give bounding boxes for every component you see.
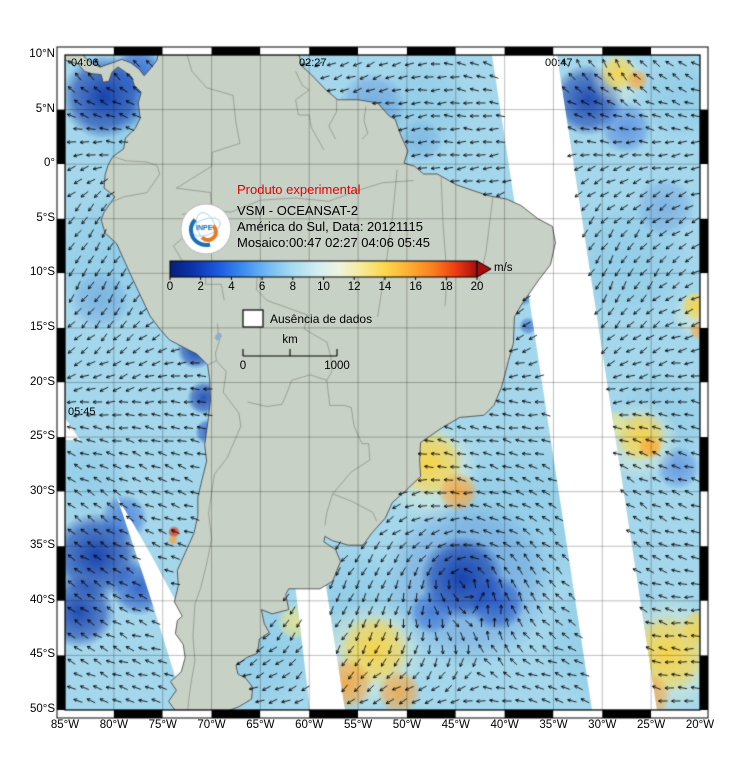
colorbar-tick-label: 20 [470, 281, 484, 293]
experimental-label: Produto experimental [237, 182, 361, 197]
lat-tick-label: 50°S [29, 703, 55, 715]
colorbar-tick-label: 4 [228, 281, 235, 293]
lon-tick-label: 55°W [343, 719, 373, 731]
lon-tick-label: 45°W [441, 719, 470, 731]
lon-tick-label: 30°W [588, 719, 617, 731]
scalebar-start-label: 0 [239, 360, 247, 372]
lat-tick-label: 5°S [36, 211, 55, 224]
lon-tick-label: 50°W [392, 719, 422, 731]
lat-tick-label: 5°N [35, 102, 55, 115]
lon-tick-label: 25°W [637, 719, 666, 731]
lat-tick-label: 10°S [29, 266, 55, 279]
lon-tick-label: 70°W [197, 719, 226, 731]
swath-time-label-0545: 05:45 [68, 406, 96, 418]
lon-tick-label: 80°W [99, 719, 128, 731]
lat-tick-label: 25°S [29, 430, 55, 443]
swath-time-label-0406: 04:06 [71, 57, 99, 69]
colorbar-tick-label: 16 [409, 281, 422, 293]
lon-tick-label: 40°W [490, 719, 519, 731]
lat-tick-label: 30°S [29, 484, 55, 497]
lon-tick-label: 20°W [685, 719, 715, 731]
scalebar-end-label: 1000 [324, 360, 350, 372]
lon-tick-label: 65°W [246, 719, 275, 731]
colorbar-tick-label: 10 [317, 281, 330, 293]
region-date-label: América do Sul, Data: 20121115 [237, 219, 423, 234]
lat-tick-label: 40°S [29, 593, 55, 606]
colorbar-tick-label: 8 [289, 281, 296, 293]
lat-tick-label: 35°S [29, 539, 55, 552]
mosaic-times-label: Mosaico:00:47 02:27 04:06 05:45 [237, 235, 430, 250]
lon-tick-label: 85°W [50, 719, 80, 731]
lon-tick-label: 75°W [148, 719, 177, 731]
swath-time-label-0227: 02:27 [299, 57, 327, 69]
colorbar-tick-label: 14 [378, 281, 392, 293]
lat-tick-label: 0° [44, 157, 55, 170]
scalebar-unit-label: km [282, 334, 298, 346]
product-title-label: VSM - OCEANSAT-2 [237, 203, 359, 218]
lat-tick-label: 20°S [29, 375, 55, 388]
swath-time-label-0047: 00:47 [545, 57, 573, 69]
lat-tick-label: 15°S [29, 320, 55, 333]
colorbar-tick-label: 18 [439, 281, 453, 293]
colorbar-tick-label: 2 [197, 281, 204, 293]
colorbar-tick-label: 12 [347, 281, 361, 293]
lat-tick-label: 10°N [29, 48, 55, 60]
colorbar-unit-label: m/s [494, 262, 513, 274]
lat-tick-label: 45°S [29, 648, 55, 661]
lon-tick-label: 35°W [539, 719, 568, 731]
colorbar-tick-label: 6 [258, 281, 266, 293]
lon-tick-label: 60°W [295, 719, 324, 731]
legend-no-data-label: Ausência de dados [270, 312, 373, 326]
colorbar-tick-label: 0 [166, 281, 174, 293]
